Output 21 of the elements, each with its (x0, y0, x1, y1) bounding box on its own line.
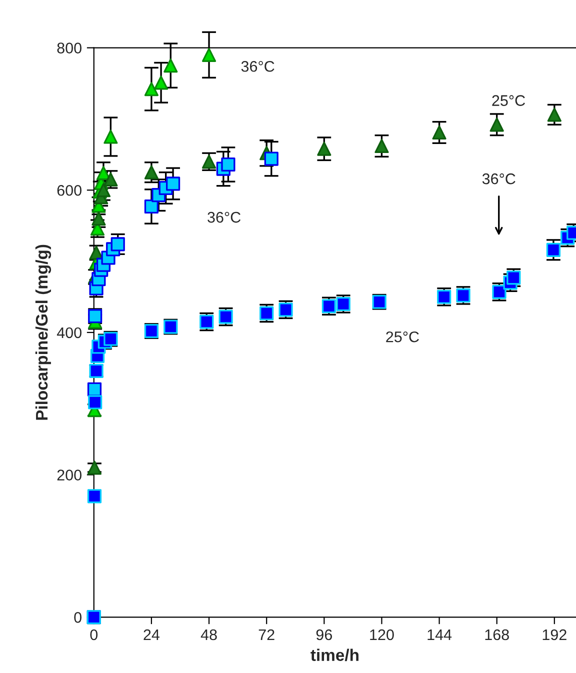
x-tick-label: 144 (428, 630, 452, 640)
x-tick-label: 192 (542, 629, 566, 640)
annotation: 25°C (386, 331, 419, 342)
annotation: 36°C (482, 173, 516, 184)
x-axis-title: time/h (310, 648, 358, 662)
x-tick-label: 0 (90, 629, 98, 640)
x-tick-label: 168 (485, 629, 509, 640)
y-tick-label: 400 (56, 327, 82, 338)
y-axis-title: Pilocarpine/Gel (mg/g) (35, 244, 52, 420)
x-tick-label: 72 (258, 629, 274, 640)
annotation: 36°C (241, 60, 274, 72)
x-tick-label: 48 (200, 629, 217, 640)
y-tick-label: 200 (57, 470, 82, 480)
y-tick-label: 0 (74, 612, 82, 623)
x-tick-label: 24 (144, 629, 160, 640)
annotation: 36°C (208, 212, 241, 223)
x-tick-label: 96 (316, 629, 332, 640)
y-tick-label: 800 (57, 42, 82, 54)
annotation: 25°C (492, 95, 525, 106)
y-tick-label: 600 (57, 184, 82, 196)
x-tick-label: 120 (370, 629, 394, 640)
